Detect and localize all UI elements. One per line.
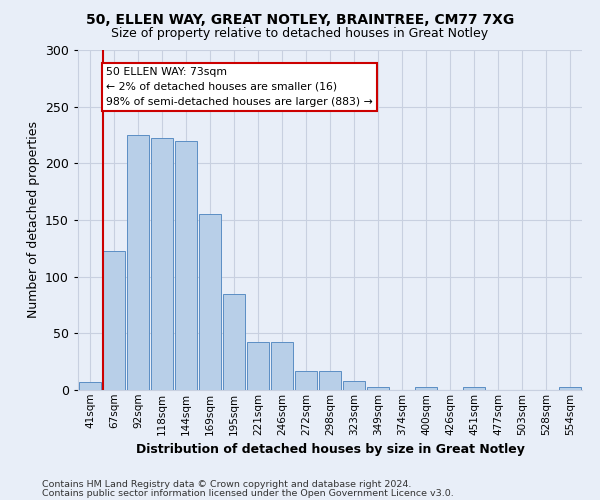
Text: Contains public sector information licensed under the Open Government Licence v3: Contains public sector information licen… xyxy=(42,490,454,498)
Text: 50, ELLEN WAY, GREAT NOTLEY, BRAINTREE, CM77 7XG: 50, ELLEN WAY, GREAT NOTLEY, BRAINTREE, … xyxy=(86,12,514,26)
Bar xyxy=(199,214,221,390)
Bar xyxy=(271,342,293,390)
Text: Contains HM Land Registry data © Crown copyright and database right 2024.: Contains HM Land Registry data © Crown c… xyxy=(42,480,412,489)
Bar xyxy=(247,342,269,390)
Bar xyxy=(463,386,485,390)
Y-axis label: Number of detached properties: Number of detached properties xyxy=(26,122,40,318)
Bar xyxy=(151,138,173,390)
Bar xyxy=(103,250,125,390)
Bar xyxy=(295,370,317,390)
Bar xyxy=(175,140,197,390)
X-axis label: Distribution of detached houses by size in Great Notley: Distribution of detached houses by size … xyxy=(136,443,524,456)
Bar xyxy=(343,381,365,390)
Bar xyxy=(367,386,389,390)
Bar xyxy=(127,135,149,390)
Bar xyxy=(79,382,101,390)
Bar xyxy=(223,294,245,390)
Bar xyxy=(319,370,341,390)
Text: Size of property relative to detached houses in Great Notley: Size of property relative to detached ho… xyxy=(112,28,488,40)
Bar xyxy=(415,386,437,390)
Text: 50 ELLEN WAY: 73sqm
← 2% of detached houses are smaller (16)
98% of semi-detache: 50 ELLEN WAY: 73sqm ← 2% of detached hou… xyxy=(106,67,373,106)
Bar xyxy=(559,386,581,390)
